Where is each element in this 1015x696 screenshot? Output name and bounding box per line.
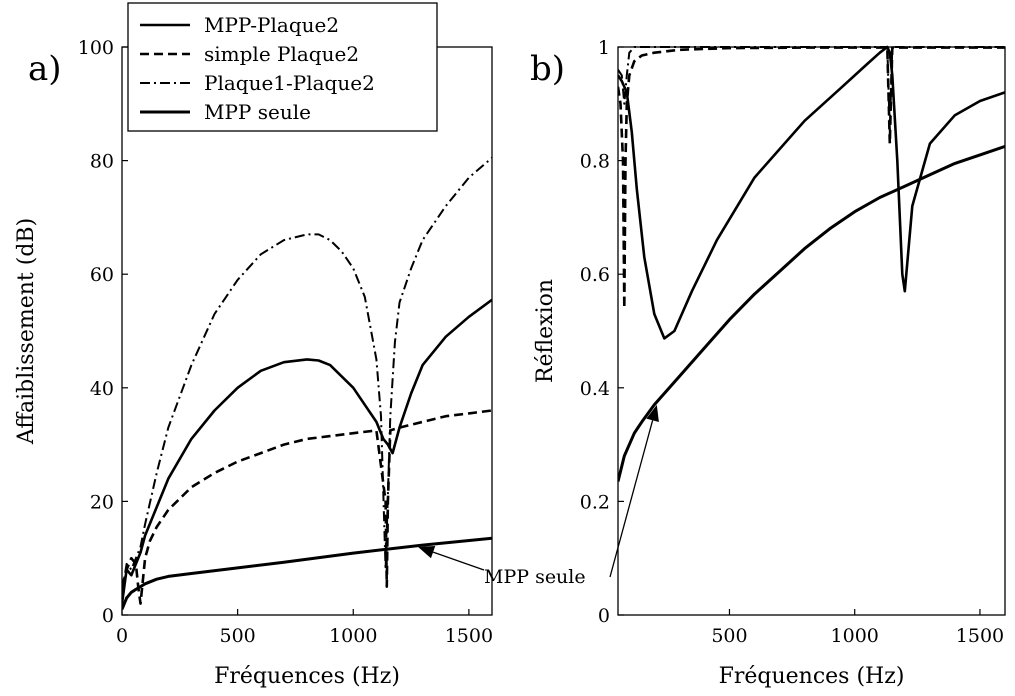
y-tick-label: 0.2: [580, 491, 610, 513]
x-tick-label: 1000: [831, 625, 879, 647]
series-line-simple-plaque2: [618, 46, 1005, 310]
plot-frame: [617, 46, 1006, 616]
x-tick-label: 500: [711, 625, 747, 647]
y-tick-label: 80: [90, 151, 114, 173]
annotation-label: MPP seule: [484, 566, 586, 588]
annotation-arrow-head: [646, 404, 659, 422]
annotation-arrow-head: [418, 546, 436, 559]
x-tick-label: 0: [116, 625, 128, 647]
series-line-plaque1-plaque2: [122, 157, 492, 593]
y-tick-label: 20: [90, 491, 114, 513]
y-axis-label: Réflexion: [533, 279, 558, 383]
x-tick-label: 1500: [956, 625, 1004, 647]
x-axis-label: Fréquences (Hz): [719, 664, 905, 689]
legend-box: [127, 2, 438, 132]
series-line-mpp-seule: [618, 144, 1005, 482]
legend: MPP-Plaque2 simple Plaque2 Plaque1-Plaque2…: [127, 2, 438, 132]
y-tick-label: 0: [598, 605, 610, 627]
legend-label: MPP seule: [204, 100, 311, 124]
y-tick-label: 100: [78, 37, 114, 59]
series-line-mpp-plaque2: [618, 45, 1005, 340]
series-line-mpp-plaque2: [122, 298, 492, 604]
series-line-mpp-seule: [122, 536, 492, 610]
y-axis-label: Affaiblissement (dB): [14, 218, 39, 445]
y-tick-label: 0: [102, 605, 114, 627]
legend-label: simple Plaque2: [204, 42, 359, 66]
annotation-arrow-line: [432, 551, 485, 571]
legend-label: Plaque1-Plaque2: [204, 71, 375, 95]
x-tick-label: 1000: [329, 625, 377, 647]
y-tick-label: 0.8: [580, 151, 610, 173]
annotation-arrow-line: [609, 420, 654, 578]
y-tick-label: 0.4: [580, 378, 610, 400]
panel-label: b): [530, 49, 565, 89]
x-tick-label: 1500: [445, 625, 493, 647]
legend-label: MPP-Plaque2: [204, 13, 339, 37]
y-tick-label: 1: [598, 37, 610, 59]
series-line-plaque1-plaque2: [618, 46, 1005, 134]
y-tick-label: 60: [90, 264, 114, 286]
panel-label: a): [28, 49, 62, 89]
y-tick-label: 40: [90, 378, 114, 400]
panel-a: 0 500 1000 1500 0 20 40 60 80 100 Fréquences (Hz) A…: [14, 37, 586, 689]
series-line-simple-plaque2: [122, 409, 492, 605]
y-tick-label: 0.6: [580, 264, 610, 286]
plot-frame: [121, 46, 493, 616]
x-tick-label: 500: [219, 625, 255, 647]
x-axis-label: Fréquences (Hz): [214, 664, 400, 689]
panel-b: 500 1000 1500 0 0.2 0.4 0.6 0.8 1 Fréquences (Hz)…: [530, 37, 1006, 689]
